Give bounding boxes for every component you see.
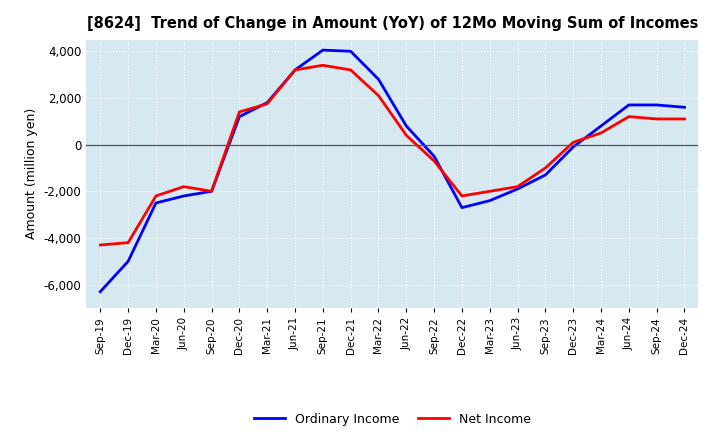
Net Income: [541, 165, 550, 171]
Net Income: [291, 67, 300, 73]
Y-axis label: Amount (million yen): Amount (million yen): [25, 108, 38, 239]
Net Income: [569, 139, 577, 145]
Ordinary Income: [541, 172, 550, 178]
Ordinary Income: [597, 123, 606, 128]
Line: Net Income: Net Income: [100, 65, 685, 245]
Net Income: [485, 189, 494, 194]
Ordinary Income: [96, 289, 104, 294]
Net Income: [96, 242, 104, 248]
Ordinary Income: [430, 154, 438, 159]
Net Income: [430, 158, 438, 164]
Ordinary Income: [124, 259, 132, 264]
Net Income: [152, 193, 161, 198]
Ordinary Income: [235, 114, 243, 119]
Ordinary Income: [402, 123, 410, 128]
Title: [8624]  Trend of Change in Amount (YoY) of 12Mo Moving Sum of Incomes: [8624] Trend of Change in Amount (YoY) o…: [86, 16, 698, 32]
Legend: Ordinary Income, Net Income: Ordinary Income, Net Income: [248, 407, 536, 431]
Net Income: [624, 114, 633, 119]
Ordinary Income: [179, 193, 188, 198]
Ordinary Income: [485, 198, 494, 203]
Ordinary Income: [569, 144, 577, 150]
Ordinary Income: [263, 100, 271, 105]
Net Income: [458, 193, 467, 198]
Net Income: [124, 240, 132, 245]
Line: Ordinary Income: Ordinary Income: [100, 50, 685, 292]
Net Income: [263, 101, 271, 106]
Net Income: [402, 132, 410, 138]
Ordinary Income: [680, 105, 689, 110]
Net Income: [680, 116, 689, 121]
Ordinary Income: [513, 186, 522, 191]
Ordinary Income: [291, 67, 300, 73]
Net Income: [374, 93, 383, 98]
Net Income: [235, 109, 243, 114]
Net Income: [179, 184, 188, 189]
Net Income: [513, 184, 522, 189]
Net Income: [597, 130, 606, 136]
Net Income: [318, 62, 327, 68]
Ordinary Income: [624, 103, 633, 108]
Ordinary Income: [318, 48, 327, 53]
Ordinary Income: [207, 189, 216, 194]
Ordinary Income: [458, 205, 467, 210]
Ordinary Income: [152, 200, 161, 205]
Ordinary Income: [346, 49, 355, 54]
Net Income: [652, 116, 661, 121]
Net Income: [207, 189, 216, 194]
Ordinary Income: [374, 77, 383, 82]
Ordinary Income: [652, 103, 661, 108]
Net Income: [346, 67, 355, 73]
